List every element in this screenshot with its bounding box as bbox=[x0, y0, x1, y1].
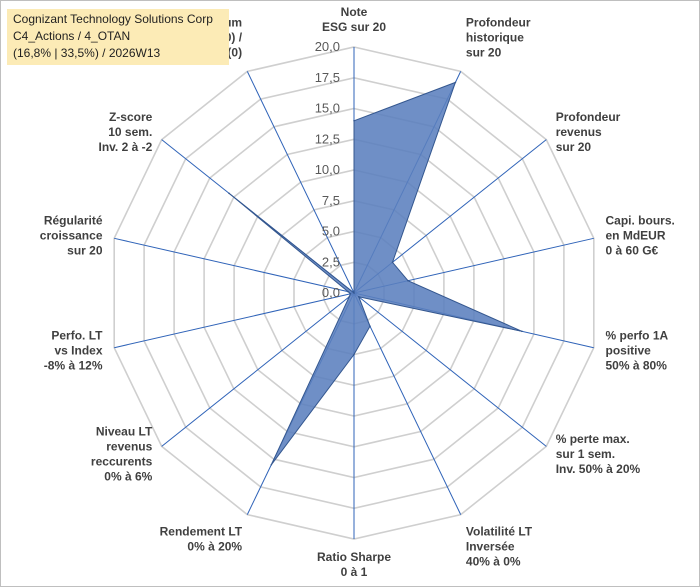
axis-label-11: -8% à 12% bbox=[44, 358, 103, 372]
data-point-5 bbox=[521, 330, 523, 333]
axis-label-7: Volatilité LT bbox=[466, 524, 533, 538]
data-point-8 bbox=[353, 353, 355, 356]
axis-label-5: positive bbox=[606, 343, 652, 357]
tick-label: 5,0 bbox=[322, 224, 340, 239]
tick-label: 12,5 bbox=[315, 131, 340, 146]
axis-label-10: 0% à 6% bbox=[104, 469, 152, 483]
data-point-10 bbox=[348, 296, 351, 298]
tick-label: 15,0 bbox=[315, 101, 340, 116]
data-point-11 bbox=[349, 293, 352, 295]
axis-label-10: Niveau LT bbox=[96, 424, 153, 438]
data-point-4 bbox=[407, 279, 409, 282]
data-point-3 bbox=[391, 261, 394, 264]
tick-label: 17,5 bbox=[315, 70, 340, 85]
axis-label-2: historique bbox=[466, 31, 524, 45]
tick-label: 10,0 bbox=[315, 162, 340, 177]
axis-label-13: Z-score bbox=[109, 110, 153, 124]
data-point-2 bbox=[454, 81, 457, 84]
axis-label-6: Inv. 50% à 20% bbox=[556, 462, 641, 476]
axis-label-12: sur 20 bbox=[67, 244, 103, 258]
tick-label: 20,0 bbox=[315, 39, 340, 54]
axis-line-14 bbox=[246, 71, 355, 294]
axis-label-3: Profondeur bbox=[556, 110, 621, 124]
axis-label-10: revenus bbox=[106, 439, 152, 453]
axis-line-12 bbox=[114, 237, 355, 294]
axis-label-1: Note bbox=[341, 5, 368, 19]
chart-title-company: Cognizant Technology Solutions Corp bbox=[13, 12, 213, 26]
series-layer bbox=[228, 81, 523, 466]
data-point-7 bbox=[369, 325, 371, 328]
axis-label-5: % perfo 1A bbox=[606, 328, 669, 342]
axis-label-4: 0 à 60 G€ bbox=[606, 244, 659, 258]
axis-label-11: Perfo. LT bbox=[51, 328, 103, 342]
axis-label-4: Capi. bours. bbox=[606, 214, 675, 228]
axis-label-9: Rendement LT bbox=[160, 524, 243, 538]
axis-label-12: Régularité bbox=[44, 214, 103, 228]
axis-label-12: croissance bbox=[40, 229, 103, 243]
axis-label-3: sur 20 bbox=[556, 140, 592, 154]
series-area bbox=[228, 81, 523, 466]
axis-label-6: % perte max. bbox=[556, 432, 630, 446]
axis-line-7 bbox=[353, 292, 462, 515]
axis-label-8: Ratio Sharpe bbox=[317, 550, 391, 564]
data-point-9 bbox=[270, 464, 273, 466]
axis-label-7: 40% à 0% bbox=[466, 554, 521, 568]
tick-label: 7,5 bbox=[322, 193, 340, 208]
data-point-1 bbox=[353, 120, 355, 122]
axis-label-4: en MdEUR bbox=[606, 229, 666, 243]
chart-title-stats: (16,8% | 33,5%) / 2026W13 bbox=[13, 46, 161, 60]
tick-label: 2,5 bbox=[322, 254, 340, 269]
axis-label-7: Inversée bbox=[466, 539, 515, 553]
chart-title-box: Cognizant Technology Solutions Corp C4_A… bbox=[7, 9, 229, 65]
axis-label-5: 50% à 80% bbox=[606, 358, 668, 372]
data-point-12 bbox=[347, 290, 349, 293]
tick-label: 0,0 bbox=[322, 285, 340, 300]
axis-line-6 bbox=[353, 292, 547, 447]
data-point-13 bbox=[228, 192, 230, 195]
data-point-6 bbox=[358, 296, 360, 298]
chart-title-category: C4_Actions / 4_OTAN bbox=[13, 29, 131, 43]
axis-line-10 bbox=[161, 292, 355, 447]
axis-label-2: sur 20 bbox=[466, 46, 502, 60]
axis-label-13: Inv. 2 à -2 bbox=[98, 140, 152, 154]
axis-label-2: Profondeur bbox=[466, 16, 531, 30]
tick-layer: 0,0 2,5 5,0 7,5 10,0 12,5 15,0 17,5 20,0 bbox=[315, 39, 340, 300]
axis-label-13: 10 sem. bbox=[108, 125, 152, 139]
axis-label-10: reccurents bbox=[91, 454, 153, 468]
axis-label-3: revenus bbox=[556, 125, 602, 139]
axis-line-11 bbox=[114, 292, 355, 349]
axis-label-8: 0 à 1 bbox=[341, 565, 368, 579]
axis-label-6: sur 1 sem. bbox=[556, 447, 615, 461]
axis-label-9: 0% à 20% bbox=[187, 539, 242, 553]
axis-label-1: ESG sur 20 bbox=[322, 20, 386, 34]
data-point-14 bbox=[353, 292, 355, 294]
axis-label-11: vs Index bbox=[54, 343, 102, 357]
